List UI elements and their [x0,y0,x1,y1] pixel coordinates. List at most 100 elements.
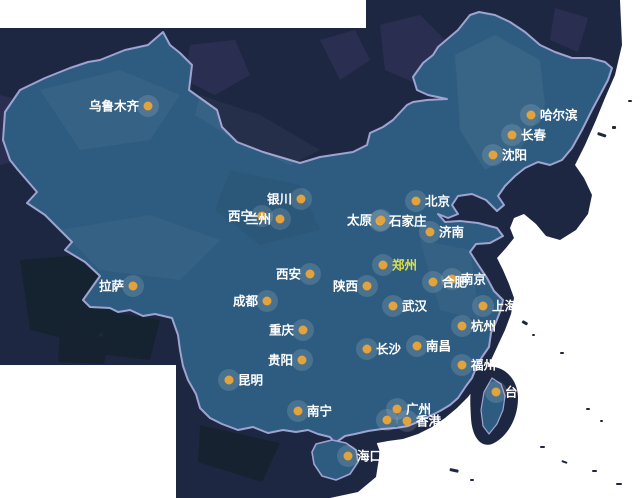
city-label-guiyang: 贵阳 [268,353,293,368]
city-marker-dot [128,281,138,291]
city-marker-dot [478,301,488,311]
china-region[interactable] [2,11,613,444]
region-shadows [215,170,320,245]
city-marker-dot [224,375,234,385]
city-marker-shenyang[interactable]: 沈阳 [482,144,527,166]
city-label-beijing: 北京 [425,194,451,209]
sea-islands [449,100,632,485]
city-marker-yinchuan[interactable]: 银川 [267,188,312,210]
city-marker-dot [507,130,517,140]
city-label-shenyang: 沈阳 [502,148,527,163]
city-label-taiwan: 台湾 [505,385,531,400]
city-label-xining: 西宁 [228,209,253,224]
city-marker-taiyuan[interactable]: 太原 [347,209,392,231]
city-label-shijiazhuang: 石家庄 [388,214,427,229]
city-marker-jinan[interactable]: 济南 [419,221,465,243]
city-marker-changchun[interactable]: 长春 [501,124,547,146]
city-marker-dot [305,269,315,279]
city-marker-dot [257,211,267,221]
city-label-changsha: 长沙 [376,342,402,357]
city-label-haikou: 海口 [357,449,382,464]
city-label-jinan: 济南 [439,225,465,240]
city-marker-dot [298,325,308,335]
city-marker-hefei[interactable]: 合肥 [422,271,468,293]
china-region-layer [2,11,613,481]
city-marker-hongkong[interactable]: 香港 [396,410,442,432]
city-label-nanjing: 南京 [461,272,487,287]
city-marker-dot [143,101,153,111]
city-marker-shanghai[interactable]: 上海 [472,295,518,317]
city-label-urumqi: 乌鲁木齐 [89,99,140,114]
city-marker-dot [376,215,386,225]
basemap-teal-patches [58,330,280,482]
city-label-shanghai: 上海 [492,299,518,314]
city-label-lhasa: 拉萨 [99,279,125,294]
city-marker-nanchang[interactable]: 南昌 [406,335,451,357]
city-label-nanchang: 南昌 [426,339,451,354]
city-marker-dot [428,277,438,287]
city-marker-changsha[interactable]: 长沙 [356,338,402,360]
city-marker-nanjing[interactable]: 南京 [441,268,487,290]
city-marker-zhengzhou[interactable]: 郑州 [372,254,417,276]
city-marker-xining[interactable]: 西宁 [228,205,273,227]
city-marker-dot [491,387,501,397]
city-marker-lanzhou[interactable]: 兰州 [246,208,291,230]
city-marker-guangzhou[interactable]: 广州 [386,398,431,420]
city-marker-haikou[interactable]: 海口 [337,445,382,467]
city-label-shaanxi: 陕西 [333,279,358,294]
city-label-xian: 西安 [276,267,301,282]
city-label-harbin: 哈尔滨 [540,108,578,123]
city-label-chongqing: 重庆 [269,323,295,338]
city-marker-dot [412,341,422,351]
city-label-kunming: 昆明 [238,373,263,388]
city-marker-hangzhou[interactable]: 杭州 [451,315,496,337]
city-marker-dot [411,196,421,206]
city-label-lanzhou: 兰州 [246,212,271,227]
city-marker-dot [526,110,536,120]
city-marker-nanning[interactable]: 南宁 [287,400,332,422]
city-label-changchun: 长春 [521,128,547,143]
region-highlights [40,35,545,170]
city-label-taiyuan: 太原 [347,213,373,228]
city-marker-dot [297,355,307,365]
city-marker-dot [262,296,272,306]
city-marker-dot [378,260,388,270]
city-marker-dot [457,321,467,331]
city-label-hongkong: 香港 [415,414,442,429]
city-label-yinchuan: 银川 [267,192,292,207]
city-marker-xian[interactable]: 西安 [276,263,321,285]
city-marker-dot [447,274,457,284]
city-marker-chongqing[interactable]: 重庆 [269,319,314,341]
city-marker-wuhan[interactable]: 武汉 [382,295,428,317]
city-marker-beijing[interactable]: 北京 [405,190,451,212]
city-label-zhengzhou: 郑州 [392,258,417,273]
city-marker-kunming[interactable]: 昆明 [218,369,263,391]
city-marker-dot [293,406,303,416]
city-marker-dot [402,416,412,426]
city-marker-fuzhou[interactable]: 福州 [451,354,496,376]
city-marker-dot [425,227,435,237]
hainan-island[interactable] [311,439,359,481]
city-marker-dot [388,301,398,311]
city-marker-dot [362,281,372,291]
city-marker-dot [382,415,392,425]
city-marker-lhasa[interactable]: 拉萨 [99,275,144,297]
city-marker-harbin[interactable]: 哈尔滨 [520,104,578,126]
city-marker-chengdu[interactable]: 成都 [233,290,278,312]
city-marker-macau[interactable] [376,409,398,431]
city-marker-dot [275,214,285,224]
city-marker-dot [296,194,306,204]
city-marker-dot [488,150,498,160]
city-marker-dot [457,360,467,370]
city-marker-shaanxi[interactable]: 陕西 [333,275,378,297]
city-marker-urumqi[interactable]: 乌鲁木齐 [89,95,159,117]
city-label-nanning: 南宁 [307,404,332,419]
city-marker-guiyang[interactable]: 贵阳 [268,349,313,371]
city-label-guangzhou: 广州 [406,402,431,417]
city-label-wuhan: 武汉 [402,299,428,314]
city-marker-taiwan[interactable]: 台湾 [485,381,531,403]
city-label-hefei: 合肥 [442,275,468,290]
